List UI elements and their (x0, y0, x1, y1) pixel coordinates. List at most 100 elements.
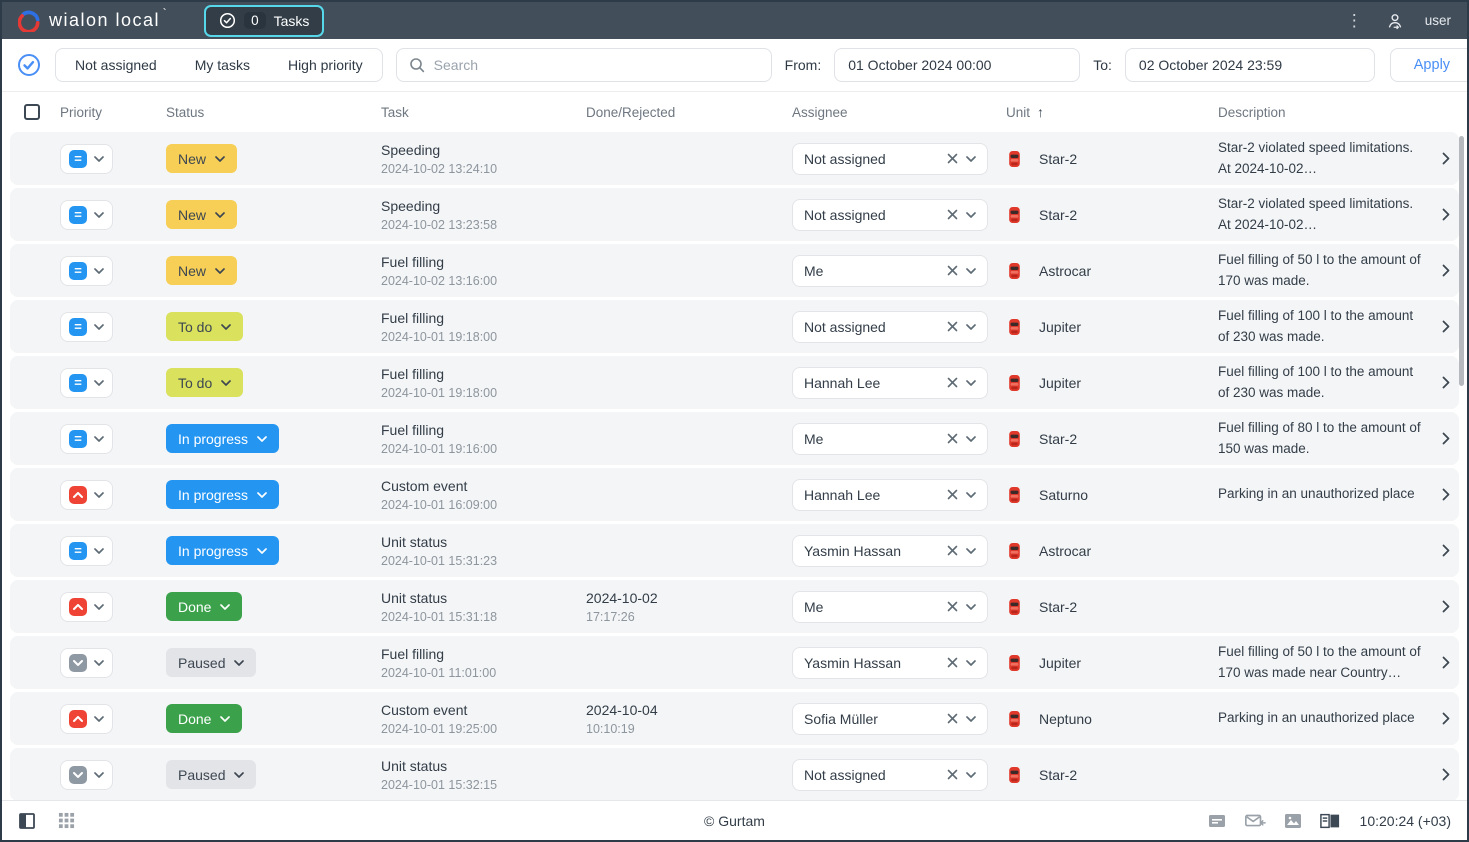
priority-dropdown[interactable]: = (60, 759, 113, 790)
clear-assignee-icon[interactable] (947, 377, 958, 388)
gallery-icon[interactable] (1283, 811, 1303, 831)
row-open-chevron-icon[interactable] (1432, 208, 1459, 221)
row-open-chevron-icon[interactable] (1432, 376, 1459, 389)
priority-dropdown[interactable]: = (60, 143, 113, 174)
status-dropdown[interactable]: To do (166, 312, 244, 341)
from-date-input[interactable] (834, 48, 1081, 82)
unit-name[interactable]: Astrocar (1039, 542, 1092, 559)
priority-dropdown[interactable]: = (60, 367, 113, 398)
column-header-assignee[interactable]: Assignee (792, 104, 848, 120)
assignee-dropdown[interactable]: Yasmin Hassan (792, 534, 988, 567)
column-header-description[interactable]: Description (1218, 104, 1286, 120)
clear-assignee-icon[interactable] (947, 657, 958, 668)
user-switch-icon[interactable] (1385, 11, 1405, 31)
row-open-chevron-icon[interactable] (1432, 768, 1459, 781)
assignee-dropdown[interactable]: Not assigned (792, 142, 988, 175)
unit-name[interactable]: Star-2 (1039, 598, 1078, 615)
column-header-task[interactable]: Task (381, 104, 409, 120)
status-dropdown[interactable]: In progress (166, 424, 280, 453)
column-header-unit[interactable]: Unit ↑ (1006, 104, 1045, 120)
clear-assignee-icon[interactable] (947, 265, 958, 276)
row-open-chevron-icon[interactable] (1432, 656, 1459, 669)
clear-assignee-icon[interactable] (947, 545, 958, 556)
unit-name[interactable]: Neptuno (1039, 710, 1092, 727)
panel-toggle-icon[interactable] (18, 812, 36, 830)
row-open-chevron-icon[interactable] (1432, 320, 1459, 333)
assignee-dropdown[interactable]: Hannah Lee (792, 366, 988, 399)
scrollbar-thumb[interactable] (1459, 136, 1464, 386)
column-header-status[interactable]: Status (166, 104, 205, 120)
unit-name[interactable]: Star-2 (1039, 430, 1078, 447)
filter-not-assigned-button[interactable]: Not assigned (56, 49, 176, 81)
status-dropdown[interactable]: New (166, 256, 238, 285)
to-date-input[interactable] (1124, 48, 1375, 82)
column-header-priority[interactable]: Priority (60, 104, 103, 120)
select-all-checkbox[interactable] (24, 104, 40, 120)
notes-card-icon[interactable] (1207, 811, 1227, 831)
clear-assignee-icon[interactable] (947, 209, 958, 220)
unit-name[interactable]: Jupiter (1039, 318, 1082, 335)
status-dropdown[interactable]: Done (166, 704, 243, 733)
clear-assignee-icon[interactable] (947, 321, 958, 332)
status-dropdown[interactable]: New (166, 144, 238, 173)
select-all-circle-check-icon[interactable] (16, 52, 42, 78)
unit-name[interactable]: Star-2 (1039, 150, 1078, 167)
assignee-dropdown[interactable]: Me (792, 590, 988, 623)
search-input[interactable] (433, 57, 759, 73)
status-dropdown[interactable]: Paused (166, 648, 257, 677)
unit-name[interactable]: Astrocar (1039, 262, 1092, 279)
priority-dropdown[interactable]: = (60, 535, 113, 566)
row-open-chevron-icon[interactable] (1432, 432, 1459, 445)
unit-name[interactable]: Jupiter (1039, 374, 1082, 391)
priority-dropdown[interactable]: = (60, 199, 113, 230)
priority-dropdown[interactable]: = (60, 703, 113, 734)
assignee-dropdown[interactable]: Not assigned (792, 758, 988, 791)
row-open-chevron-icon[interactable] (1432, 600, 1459, 613)
priority-dropdown[interactable]: = (60, 591, 113, 622)
apps-grid-icon[interactable] (58, 812, 75, 829)
status-dropdown[interactable]: In progress (166, 480, 280, 509)
assignee-dropdown[interactable]: Not assigned (792, 310, 988, 343)
assignee-dropdown[interactable]: Hannah Lee (792, 478, 988, 511)
assignee-dropdown[interactable]: Me (792, 422, 988, 455)
unit-name[interactable]: Star-2 (1039, 766, 1078, 783)
menu-kebab-icon[interactable]: ⋮ (1345, 11, 1363, 30)
row-open-chevron-icon[interactable] (1432, 712, 1459, 725)
status-dropdown[interactable]: Done (166, 592, 243, 621)
clear-assignee-icon[interactable] (947, 433, 958, 444)
row-open-chevron-icon[interactable] (1432, 264, 1459, 277)
clear-assignee-icon[interactable] (947, 601, 958, 612)
unit-name[interactable]: Jupiter (1039, 654, 1082, 671)
row-open-chevron-icon[interactable] (1432, 152, 1459, 165)
clear-assignee-icon[interactable] (947, 489, 958, 500)
status-dropdown[interactable]: In progress (166, 536, 280, 565)
priority-dropdown[interactable]: = (60, 479, 113, 510)
tab-tasks[interactable]: 0 Tasks (204, 4, 325, 37)
priority-dropdown[interactable]: = (60, 311, 113, 342)
status-dropdown[interactable]: To do (166, 368, 244, 397)
filter-high-priority-button[interactable]: High priority (269, 49, 382, 81)
clear-assignee-icon[interactable] (947, 769, 958, 780)
priority-dropdown[interactable]: = (60, 423, 113, 454)
clear-assignee-icon[interactable] (947, 153, 958, 164)
priority-dropdown[interactable]: = (60, 255, 113, 286)
priority-dropdown[interactable]: = (60, 647, 113, 678)
status-dropdown[interactable]: Paused (166, 760, 257, 789)
assignee-dropdown[interactable]: Not assigned (792, 198, 988, 231)
assignee-dropdown[interactable]: Me (792, 254, 988, 287)
assignee-dropdown[interactable]: Yasmin Hassan (792, 646, 988, 679)
unit-name[interactable]: Saturno (1039, 486, 1089, 503)
filter-my-tasks-button[interactable]: My tasks (176, 49, 269, 81)
clear-assignee-icon[interactable] (947, 713, 958, 724)
row-open-chevron-icon[interactable] (1432, 544, 1459, 557)
column-header-done[interactable]: Done/Rejected (586, 104, 676, 120)
app-logo[interactable]: wialon local ` (18, 6, 168, 32)
mail-import-icon[interactable] (1244, 811, 1266, 831)
apply-button[interactable]: Apply (1389, 48, 1467, 82)
user-menu[interactable]: user (1424, 13, 1451, 28)
assignee-dropdown[interactable]: Sofia Müller (792, 702, 988, 735)
unit-name[interactable]: Star-2 (1039, 206, 1078, 223)
layout-split-icon[interactable] (1319, 813, 1340, 829)
row-open-chevron-icon[interactable] (1432, 488, 1459, 501)
status-dropdown[interactable]: New (166, 200, 238, 229)
